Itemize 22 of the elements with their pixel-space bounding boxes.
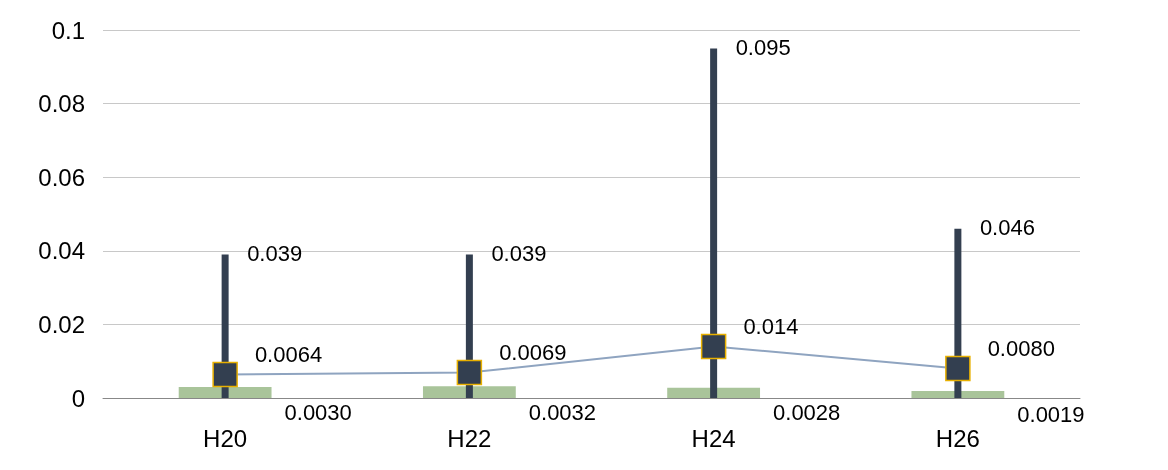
y-tick-label: 0.04 xyxy=(38,237,85,265)
y-tick-label: 0 xyxy=(71,384,85,412)
data-label: 0.0080 xyxy=(987,336,1055,362)
data-label: 0.0032 xyxy=(528,399,597,425)
y-tick-label: 0.08 xyxy=(38,90,85,118)
x-tick-label: H26 xyxy=(935,424,980,452)
y-tick-label: 0.02 xyxy=(38,310,85,338)
annotation: 0.046 xyxy=(979,215,1035,241)
annotation: 0.095 xyxy=(735,34,791,60)
x-tick-label: H22 xyxy=(447,424,492,452)
data-label: 0.0069 xyxy=(499,340,567,366)
annotation: 0.039 xyxy=(491,240,547,266)
y-tick-label: 0.06 xyxy=(38,163,85,191)
y-tick-label: 0.1 xyxy=(51,16,85,44)
data-label: 0.014 xyxy=(743,313,799,339)
x-tick-label: H24 xyxy=(691,424,736,452)
data-label: 0.0028 xyxy=(773,400,841,426)
data-label: 0.0064 xyxy=(254,341,323,367)
data-label: 0.0019 xyxy=(1017,402,1085,427)
annotation: 0.039 xyxy=(247,240,303,266)
data-label: 0.0030 xyxy=(284,399,352,425)
x-tick-label: H20 xyxy=(203,424,248,452)
